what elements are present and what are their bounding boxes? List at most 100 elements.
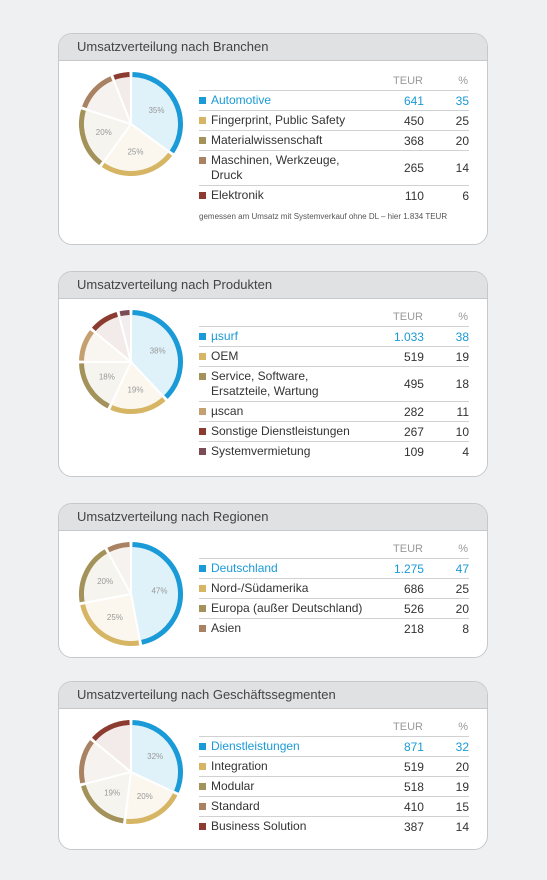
slice-label: 25% xyxy=(127,147,143,156)
legend-marker xyxy=(199,448,206,455)
data-table: TEUR% µsurf 1.033 38 OEM 519 19 Service, Softwa… xyxy=(199,310,469,461)
legend-marker xyxy=(199,373,206,380)
table-row: Fingerprint, Public Safety 450 25 xyxy=(199,110,469,131)
pie-chart: 32% 20% 19% xyxy=(78,718,184,825)
label-cell: Dienstleistungen xyxy=(199,736,382,757)
pie-arc xyxy=(80,604,140,646)
label-cell: Standard xyxy=(199,796,382,817)
pie-arc xyxy=(119,310,130,317)
teur-cell: 519 xyxy=(381,756,424,777)
slice-label: 35% xyxy=(148,106,164,115)
pie-arc xyxy=(132,542,183,645)
header-cell xyxy=(199,542,381,559)
percent-cell: 10 xyxy=(423,421,469,442)
category-label: Business Solution xyxy=(211,819,307,833)
percent-cell: 11 xyxy=(423,401,469,422)
label-cell: Asien xyxy=(199,618,382,638)
teur-cell: 641 xyxy=(381,90,424,111)
category-label: Modular xyxy=(211,779,255,793)
category-label: Sonstige Dienstleistungen xyxy=(211,424,350,438)
panel: Umsatzverteilung nach Branchen 35% 25% 20% T… xyxy=(58,33,488,245)
table-header: TEUR% xyxy=(199,720,469,737)
percent-cell: 38 xyxy=(423,326,469,347)
label-cell: Systemvermietung xyxy=(199,441,382,461)
pie-arc xyxy=(79,740,94,784)
label-cell: Business Solution xyxy=(199,816,382,836)
header-cell: % xyxy=(458,311,468,323)
label-cell: Integration xyxy=(199,756,382,777)
pie-arc xyxy=(91,312,119,332)
legend-marker xyxy=(199,192,206,199)
note-row: gemessen am Umsatz mit Systemverkauf ohn… xyxy=(199,205,469,224)
label-cell: µscan xyxy=(199,401,382,422)
legend-marker xyxy=(199,157,206,164)
data-table: TEUR% Automotive 641 35 Fingerprint, Public … xyxy=(199,74,469,224)
slice-label: 32% xyxy=(147,752,163,761)
pie-arc xyxy=(79,363,110,409)
label-cell: Nord-/Südamerika xyxy=(199,578,382,599)
legend-marker xyxy=(199,803,206,810)
pie-arc xyxy=(132,72,183,154)
legend-marker xyxy=(199,97,206,104)
teur-cell: 519 xyxy=(381,346,424,367)
header-cell: TEUR xyxy=(393,721,423,733)
teur-cell: 410 xyxy=(381,796,424,817)
panel: Umsatzverteilung nach Produkten 38% 19% 18%… xyxy=(58,271,488,477)
category-label: Standard xyxy=(211,799,260,813)
category-label: Service, Software, Ersatzteile, Wartung xyxy=(211,369,319,398)
label-cell: Sonstige Dienstleistungen xyxy=(199,421,382,442)
pie-chart: 35% 25% 20% xyxy=(78,70,184,177)
pie-arc xyxy=(79,109,103,166)
header-cell xyxy=(199,720,381,737)
panel-title: Umsatzverteilung nach Produkten xyxy=(59,272,487,299)
category-label: Systemvermietung xyxy=(211,444,311,458)
header-cell: % xyxy=(458,543,468,555)
slice-label: 47% xyxy=(151,586,167,595)
percent-cell: 47 xyxy=(423,558,469,579)
pie-chart: 47% 25% 20% xyxy=(78,540,184,647)
header-cell: TEUR xyxy=(393,311,423,323)
table-row: µsurf 1.033 38 xyxy=(199,326,469,347)
category-label: Dienstleistungen xyxy=(211,739,300,753)
pie-arc xyxy=(101,152,173,176)
percent-cell: 25 xyxy=(423,110,469,131)
slice-label: 20% xyxy=(97,577,113,586)
legend-marker xyxy=(199,585,206,592)
percent-cell: 6 xyxy=(423,185,469,205)
panel-title: Umsatzverteilung nach Regionen xyxy=(59,504,487,531)
label-cell: Service, Software, Ersatzteile, Wartung xyxy=(199,366,382,402)
percent-cell: 20 xyxy=(423,130,469,151)
legend-marker xyxy=(199,605,206,612)
legend-marker xyxy=(199,625,206,632)
teur-cell: 110 xyxy=(381,185,424,205)
slice-label: 20% xyxy=(96,128,112,137)
percent-cell: 8 xyxy=(423,618,469,638)
legend-marker xyxy=(199,117,206,124)
pie-arc xyxy=(132,720,183,793)
slice-label: 18% xyxy=(99,372,115,381)
panel-title: Umsatzverteilung nach Geschäftssegmenten xyxy=(59,682,487,709)
table-header: TEUR% xyxy=(199,542,469,559)
table-row: Modular 518 19 xyxy=(199,776,469,797)
teur-cell: 1.275 xyxy=(381,558,424,579)
category-label: Integration xyxy=(211,759,268,773)
teur-cell: 387 xyxy=(381,816,424,836)
table-row: Deutschland 1.275 47 xyxy=(199,558,469,579)
teur-cell: 267 xyxy=(381,421,424,442)
teur-cell: 368 xyxy=(381,130,424,151)
label-cell: Modular xyxy=(199,776,382,797)
label-cell: OEM xyxy=(199,346,382,367)
table-row: Asien 218 8 xyxy=(199,618,469,638)
table-row: Business Solution 387 14 xyxy=(199,816,469,836)
label-cell: Fingerprint, Public Safety xyxy=(199,110,382,131)
teur-cell: 265 xyxy=(381,150,424,186)
table-row: Elektronik 110 6 xyxy=(199,185,469,205)
percent-cell: 18 xyxy=(423,366,469,402)
data-table: TEUR% Deutschland 1.275 47 Nord-/Südamerika 6… xyxy=(199,542,469,638)
teur-cell: 218 xyxy=(381,618,424,638)
legend-marker xyxy=(199,565,206,572)
table-row: Integration 519 20 xyxy=(199,756,469,777)
pie-arc xyxy=(107,542,130,553)
header-cell: TEUR xyxy=(393,543,423,555)
teur-cell: 526 xyxy=(381,598,424,619)
